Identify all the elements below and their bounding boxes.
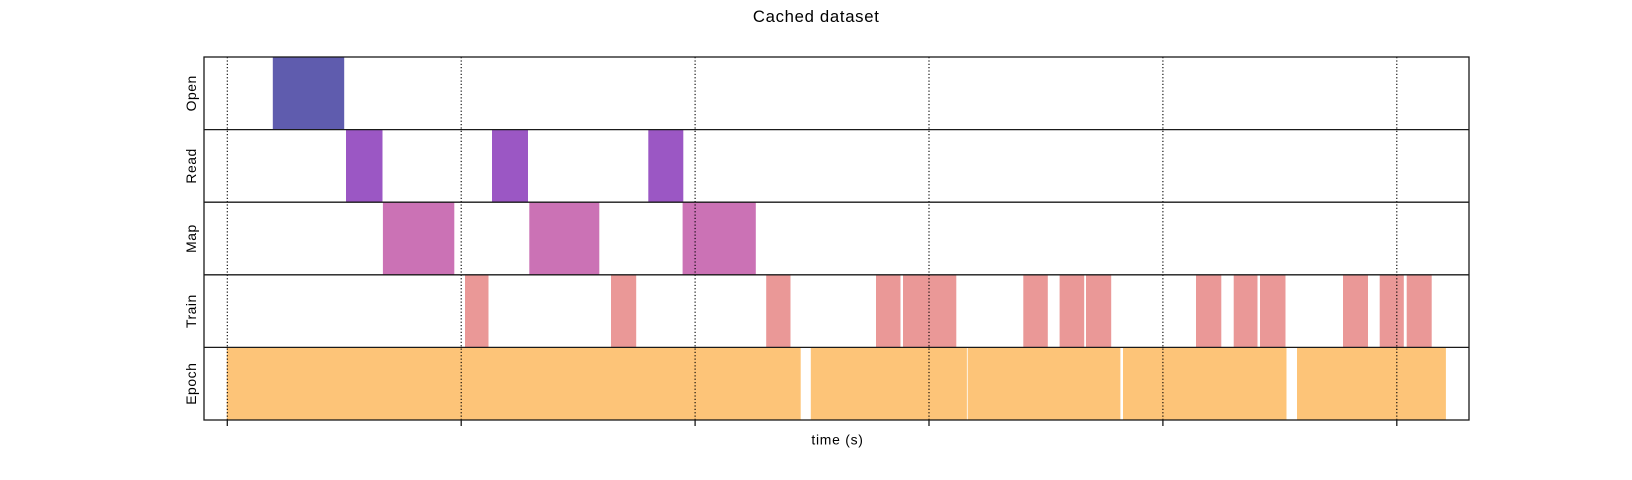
svg-text:Open: Open: [183, 75, 199, 111]
svg-text:Train: Train: [183, 294, 199, 328]
svg-text:time (s): time (s): [811, 432, 863, 448]
svg-text:Read: Read: [183, 148, 199, 183]
svg-text:Cached dataset: Cached dataset: [753, 7, 880, 26]
svg-text:Map: Map: [183, 224, 199, 253]
svg-text:Epoch: Epoch: [183, 363, 199, 405]
